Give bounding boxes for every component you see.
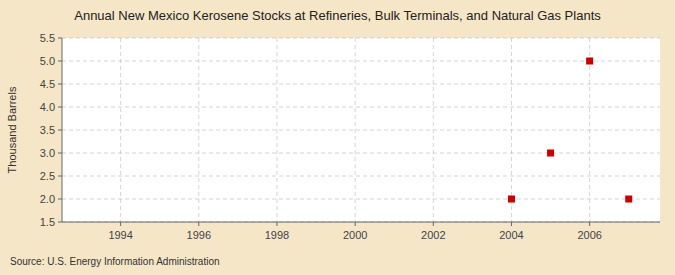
- plot-area: [62, 38, 660, 222]
- tick: [58, 107, 62, 108]
- tick: [58, 199, 62, 200]
- tick-label: 1998: [265, 229, 289, 241]
- tick-label: 2002: [421, 229, 445, 241]
- tick: [511, 222, 512, 226]
- tick-label: 1.5: [40, 216, 55, 228]
- grid-line: [62, 199, 660, 200]
- tick-label: 2004: [499, 229, 523, 241]
- points: [508, 58, 632, 203]
- tick-label: 4.0: [40, 101, 55, 113]
- tick-label: 2006: [577, 229, 601, 241]
- tick: [58, 130, 62, 131]
- y-axis-line: [62, 38, 63, 222]
- source-note: Source: U.S. Energy Information Administ…: [10, 256, 220, 267]
- grid-line: [433, 38, 434, 222]
- tick-label: 1994: [108, 229, 132, 241]
- grid-line: [62, 84, 660, 85]
- tick-label: 3.0: [40, 147, 55, 159]
- grid-line: [62, 107, 660, 108]
- point: [508, 196, 515, 203]
- tick: [355, 222, 356, 226]
- axis-label: Thousand Barrels: [6, 86, 18, 173]
- point: [586, 58, 593, 65]
- tick-label: 5.0: [40, 55, 55, 67]
- tick: [589, 222, 590, 226]
- tick: [58, 38, 62, 39]
- tick: [58, 61, 62, 62]
- tick: [120, 222, 121, 226]
- tick-label: 1996: [187, 229, 211, 241]
- grid-line: [120, 38, 121, 222]
- tick: [58, 153, 62, 154]
- tick: [58, 84, 62, 85]
- grid-line: [62, 61, 660, 62]
- tick: [276, 222, 277, 226]
- x-axis-line: [62, 222, 660, 223]
- axes: 1.5 2.0 2.5 3.0 3.5 4.0 4.5 5.0 5.5 1994 1996 1998 2…: [40, 32, 660, 241]
- tick-label: 2.0: [40, 193, 55, 205]
- tick: [198, 222, 199, 226]
- chart: 1.5 2.0 2.5 3.0 3.5 4.0 4.5 5.0 5.5 1994 1996 1998 2…: [0, 0, 675, 275]
- grid-line: [355, 38, 356, 222]
- grid-line: [62, 130, 660, 131]
- grid-line: [589, 38, 590, 222]
- tick: [433, 222, 434, 226]
- tick: [58, 222, 62, 223]
- title: Annual New Mexico Kerosene Stocks at Ref…: [74, 8, 601, 23]
- grid-line: [62, 222, 660, 223]
- grid-line: [198, 38, 199, 222]
- tick-label: 3.5: [40, 124, 55, 136]
- point: [625, 196, 632, 203]
- tick-label: 4.5: [40, 78, 55, 90]
- point: [547, 150, 554, 157]
- tick-label: 2000: [343, 229, 367, 241]
- grid-line: [62, 38, 660, 39]
- tick: [58, 176, 62, 177]
- grid-line: [511, 38, 512, 222]
- tick-label: 5.5: [40, 32, 55, 44]
- grid-line: [62, 176, 660, 177]
- tick-label: 2.5: [40, 170, 55, 182]
- grid-line: [62, 153, 660, 154]
- grid-line: [276, 38, 277, 222]
- background: [0, 0, 675, 275]
- grid: [62, 38, 660, 222]
